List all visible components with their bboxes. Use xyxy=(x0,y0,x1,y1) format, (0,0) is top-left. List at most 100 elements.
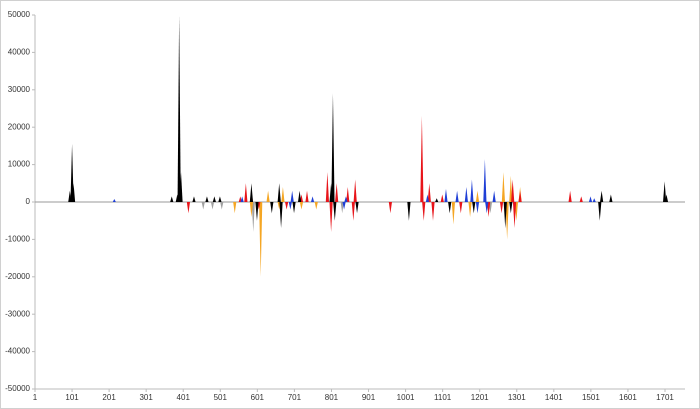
spike xyxy=(186,202,191,214)
spike xyxy=(179,172,183,202)
spike xyxy=(251,202,255,232)
spike xyxy=(475,190,480,202)
x-tick-label: 1101 xyxy=(434,393,452,402)
y-tick-label: 40000 xyxy=(8,48,31,57)
y-tick-label: -10000 xyxy=(5,235,30,244)
y-tick-label: -20000 xyxy=(5,272,30,281)
spike xyxy=(310,196,315,202)
spike xyxy=(511,179,515,202)
spike xyxy=(588,196,593,202)
spike xyxy=(475,202,480,214)
spike xyxy=(249,202,254,217)
spike xyxy=(483,158,487,202)
spike xyxy=(212,196,216,202)
spike xyxy=(592,198,596,202)
spike xyxy=(468,202,472,217)
spike xyxy=(663,181,667,202)
spike xyxy=(270,202,274,214)
spike xyxy=(331,93,335,202)
spike xyxy=(281,187,285,202)
spike xyxy=(233,202,237,214)
x-tick-label: 1701 xyxy=(656,393,674,402)
spike xyxy=(314,202,318,210)
spike xyxy=(505,202,509,240)
spike xyxy=(201,202,205,210)
spike xyxy=(609,194,613,202)
spike xyxy=(579,196,583,202)
spike xyxy=(344,196,348,202)
y-tick-label: -40000 xyxy=(5,347,30,356)
y-tick-label: 30000 xyxy=(8,85,31,94)
spike xyxy=(290,190,294,202)
spike xyxy=(297,190,302,202)
y-tick-label: 50000 xyxy=(8,10,31,19)
x-tick-label: 1 xyxy=(33,393,38,402)
spike xyxy=(305,190,309,202)
spike xyxy=(266,190,270,202)
x-tick-label: 1001 xyxy=(397,393,415,402)
spike xyxy=(451,202,455,225)
spike xyxy=(455,190,459,202)
spike xyxy=(71,183,76,202)
spike xyxy=(353,179,357,202)
x-tick-label: 601 xyxy=(251,393,265,402)
spike xyxy=(205,196,209,202)
spike xyxy=(501,172,506,202)
spike xyxy=(492,190,496,202)
x-tick-label: 701 xyxy=(288,393,302,402)
spike xyxy=(464,187,468,202)
x-tick-label: 1301 xyxy=(508,393,526,402)
x-tick-label: 901 xyxy=(362,393,376,402)
y-tick-label: 10000 xyxy=(8,160,31,169)
spike xyxy=(299,202,304,210)
spike xyxy=(292,202,296,214)
spike xyxy=(192,196,196,202)
spike xyxy=(499,202,504,214)
x-tick-label: 401 xyxy=(177,393,191,402)
spike xyxy=(518,190,522,202)
spike xyxy=(444,188,448,202)
spike xyxy=(170,196,174,202)
spike xyxy=(335,183,339,202)
spike xyxy=(220,202,224,210)
spike xyxy=(333,202,337,221)
spike xyxy=(459,202,463,214)
x-tick-label: 501 xyxy=(214,393,228,402)
spike xyxy=(210,202,215,210)
spike xyxy=(340,202,344,214)
spike xyxy=(342,202,346,210)
spike xyxy=(503,202,507,229)
spike xyxy=(355,202,359,214)
spike xyxy=(470,179,474,202)
x-tick-label: 801 xyxy=(325,393,339,402)
spike xyxy=(427,183,431,202)
spike xyxy=(598,202,602,221)
spike xyxy=(112,199,116,202)
spike xyxy=(431,202,435,221)
spike xyxy=(249,183,254,202)
spike xyxy=(664,194,669,202)
spike xyxy=(351,202,355,221)
spike xyxy=(255,202,259,221)
spike xyxy=(288,202,292,210)
spike xyxy=(472,202,476,214)
y-tick-label: -50000 xyxy=(5,384,30,393)
y-tick-label: 20000 xyxy=(8,122,31,131)
spike xyxy=(440,194,444,202)
x-tick-label: 1601 xyxy=(619,393,637,402)
spike xyxy=(218,196,222,202)
spike xyxy=(285,202,289,210)
y-tick-label: -30000 xyxy=(5,309,30,318)
spike xyxy=(420,115,424,202)
spike xyxy=(425,194,430,202)
spike xyxy=(407,202,411,221)
spike xyxy=(422,202,426,221)
spike xyxy=(70,144,74,202)
spike xyxy=(512,202,517,229)
spike xyxy=(448,202,452,214)
x-tick-label: 101 xyxy=(65,393,79,402)
spike xyxy=(388,202,392,214)
spike xyxy=(568,190,572,202)
